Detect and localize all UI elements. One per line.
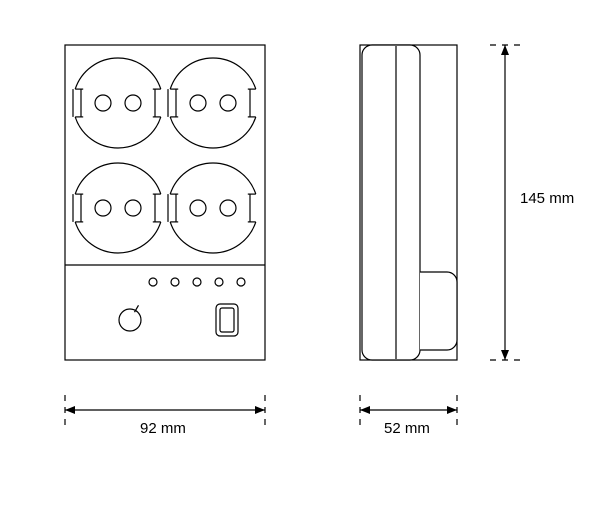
led-indicator-3 xyxy=(215,278,223,286)
socket-outline-2 xyxy=(75,163,161,194)
power-switch xyxy=(216,304,238,336)
socket-outline-3 xyxy=(170,163,256,194)
led-indicator-2 xyxy=(193,278,201,286)
led-indicator-1 xyxy=(171,278,179,286)
dim-width-label: 92 mm xyxy=(140,420,186,437)
fuse-knob xyxy=(119,309,141,331)
power-switch-rocker xyxy=(220,308,234,332)
socket-hole-3-l xyxy=(190,200,206,216)
dim-width-arrow-r xyxy=(255,406,265,414)
dim-depth-label: 52 mm xyxy=(384,420,430,437)
dim-height-arrow-t xyxy=(501,45,509,55)
socket-outline-1 xyxy=(170,117,256,148)
socket-outline-1 xyxy=(170,58,256,89)
socket-hole-2-r xyxy=(125,200,141,216)
dim-height-arrow-b xyxy=(501,350,509,360)
socket-hole-1-r xyxy=(220,95,236,111)
socket-outline-0 xyxy=(75,117,161,148)
led-indicator-0 xyxy=(149,278,157,286)
socket-hole-0-r xyxy=(125,95,141,111)
socket-outline-2 xyxy=(75,222,161,253)
dim-height-label: 145 mm xyxy=(520,190,574,207)
dim-width-arrow-l xyxy=(65,406,75,414)
side-face xyxy=(362,45,420,360)
led-indicator-4 xyxy=(237,278,245,286)
socket-outline-0 xyxy=(75,58,161,89)
socket-hole-3-r xyxy=(220,200,236,216)
dim-depth-arrow-r xyxy=(447,406,457,414)
side-clip xyxy=(420,272,457,350)
socket-hole-2-l xyxy=(95,200,111,216)
socket-outline-3 xyxy=(170,222,256,253)
dim-depth-arrow-l xyxy=(360,406,370,414)
socket-hole-0-l xyxy=(95,95,111,111)
front-outline xyxy=(65,45,265,360)
socket-hole-1-l xyxy=(190,95,206,111)
